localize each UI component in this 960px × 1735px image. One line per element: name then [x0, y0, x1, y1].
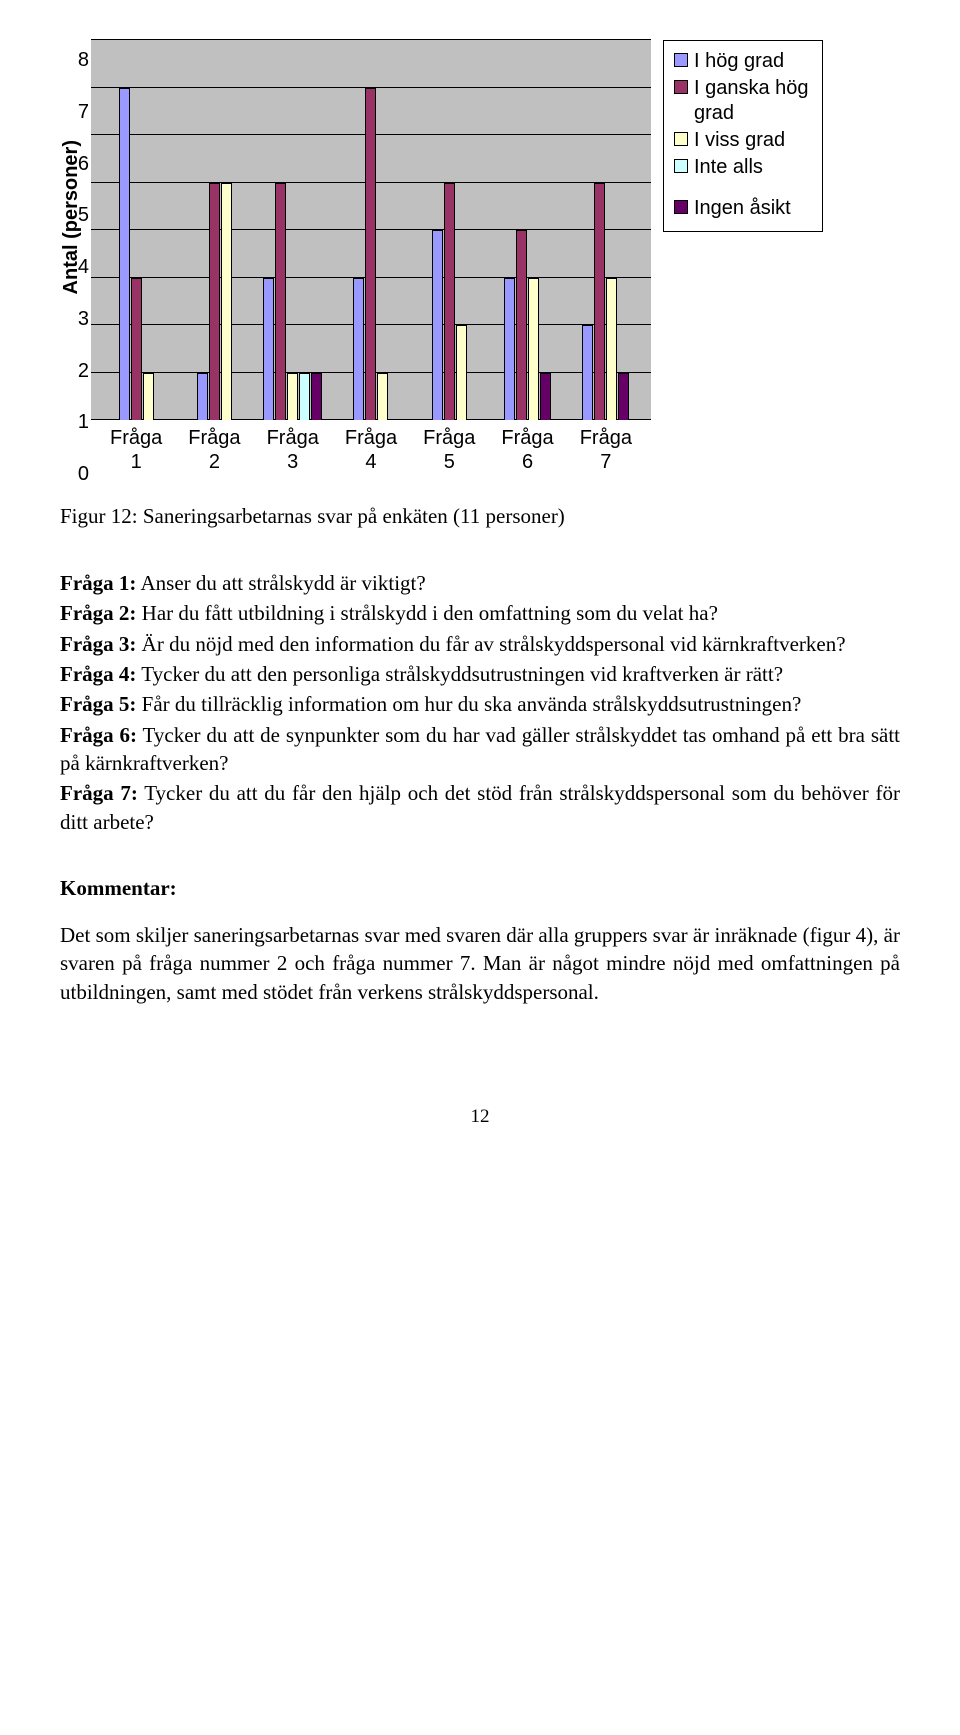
legend-item: I hög grad	[674, 49, 812, 74]
legend-item: I viss grad	[674, 128, 812, 153]
chart-bars	[91, 40, 651, 420]
question-label: Fråga 7:	[60, 781, 138, 805]
chart-bar	[131, 278, 142, 421]
question-list: Fråga 1: Anser du att strålskydd är vikt…	[60, 569, 900, 836]
legend-swatch	[674, 80, 688, 94]
question-text: Tycker du att de synpunkter som du har v…	[60, 723, 900, 775]
legend-item: Ingen åsikt	[674, 196, 812, 221]
chart-bar	[197, 373, 208, 421]
question-text: Får du tillräcklig information om hur du…	[136, 692, 801, 716]
chart-bar	[444, 183, 455, 421]
legend-label: I hög grad	[694, 49, 784, 74]
chart-bar	[594, 183, 605, 421]
legend-label: Inte alls	[694, 155, 763, 180]
chart-group	[175, 40, 253, 420]
chart-area: 012345678 Fråga1Fråga2Fråga3Fråga4Fråga5…	[91, 40, 651, 474]
x-tick: Fråga7	[567, 426, 645, 474]
chart-bar	[516, 230, 527, 420]
chart-bar	[540, 373, 551, 421]
kommentar-heading: Kommentar:	[60, 876, 900, 901]
x-tick: Fråga4	[332, 426, 410, 474]
chart-bar	[377, 373, 388, 421]
chart-bar	[209, 183, 220, 421]
question: Fråga 1: Anser du att strålskydd är vikt…	[60, 569, 900, 597]
question-label: Fråga 4:	[60, 662, 136, 686]
question: Fråga 4: Tycker du att den personliga st…	[60, 660, 900, 688]
chart-bar	[504, 278, 515, 421]
question-label: Fråga 6:	[60, 723, 137, 747]
y-tick: 6	[61, 154, 89, 174]
chart-bar	[456, 325, 467, 420]
x-tick: Fråga6	[488, 426, 566, 474]
chart-bar	[287, 373, 298, 421]
y-tick: 4	[61, 257, 89, 277]
question-text: Tycker du att den personliga strålskydds…	[136, 662, 783, 686]
question: Fråga 3: Är du nöjd med den information …	[60, 630, 900, 658]
legend-label: I ganska hög grad	[694, 76, 812, 126]
question: Fråga 7: Tycker du att du får den hjälp …	[60, 779, 900, 836]
legend-swatch	[674, 53, 688, 67]
chart-bar	[432, 230, 443, 420]
y-tick-labels: 012345678	[61, 40, 89, 474]
x-tick: Fråga2	[175, 426, 253, 474]
y-tick: 7	[61, 102, 89, 122]
chart-bar	[582, 325, 593, 420]
chart-bar	[275, 183, 286, 421]
question-label: Fråga 2:	[60, 601, 136, 625]
chart-bar	[143, 373, 154, 421]
chart-bar	[365, 88, 376, 421]
y-tick: 8	[61, 50, 89, 70]
x-tick-labels: Fråga1Fråga2Fråga3Fråga4Fråga5Fråga6Fråg…	[91, 420, 651, 474]
y-tick: 5	[61, 205, 89, 225]
question-label: Fråga 1:	[60, 571, 136, 595]
chart-legend: I hög gradI ganska hög gradI viss gradIn…	[663, 40, 823, 232]
page-number: 12	[60, 1106, 900, 1128]
legend-label: Ingen åsikt	[694, 196, 791, 221]
legend-swatch	[674, 159, 688, 173]
question: Fråga 6: Tycker du att de synpunkter som…	[60, 721, 900, 778]
chart-plot	[91, 40, 651, 420]
chart-group	[332, 40, 410, 420]
x-tick: Fråga5	[410, 426, 488, 474]
chart-bar	[299, 373, 310, 421]
question-label: Fråga 3:	[60, 632, 136, 656]
question: Fråga 2: Har du fått utbildning i stråls…	[60, 599, 900, 627]
legend-swatch	[674, 200, 688, 214]
chart-bar	[221, 183, 232, 421]
chart-group	[567, 40, 645, 420]
question-text: Anser du att strålskydd är viktigt?	[136, 571, 425, 595]
chart-bar	[311, 373, 322, 421]
chart-bar	[263, 278, 274, 421]
chart-bar	[528, 278, 539, 421]
question-text: Är du nöjd med den information du får av…	[136, 632, 845, 656]
question: Fråga 5: Får du tillräcklig information …	[60, 690, 900, 718]
x-tick: Fråga3	[254, 426, 332, 474]
legend-item: Inte alls	[674, 155, 812, 180]
question-label: Fråga 5:	[60, 692, 136, 716]
question-text: Tycker du att du får den hjälp och det s…	[60, 781, 900, 833]
chart-bar	[119, 88, 130, 421]
legend-item: I ganska hög grad	[674, 76, 812, 126]
chart-wrapper: Antal (personer) 012345678 Fråga1Fråga2F…	[60, 40, 900, 474]
chart-group	[488, 40, 566, 420]
legend-label: I viss grad	[694, 128, 785, 153]
chart-bar	[618, 373, 629, 421]
y-tick: 0	[61, 464, 89, 484]
chart-group	[410, 40, 488, 420]
kommentar-body: Det som skiljer saneringsarbetarnas svar…	[60, 921, 900, 1006]
chart-bar	[353, 278, 364, 421]
x-tick: Fråga1	[97, 426, 175, 474]
y-tick: 1	[61, 412, 89, 432]
y-tick: 2	[61, 361, 89, 381]
chart-group	[97, 40, 175, 420]
figure-caption: Figur 12: Saneringsarbetarnas svar på en…	[60, 504, 900, 529]
y-tick: 3	[61, 309, 89, 329]
legend-swatch	[674, 132, 688, 146]
question-text: Har du fått utbildning i strålskydd i de…	[136, 601, 717, 625]
chart-group	[254, 40, 332, 420]
chart-bar	[606, 278, 617, 421]
